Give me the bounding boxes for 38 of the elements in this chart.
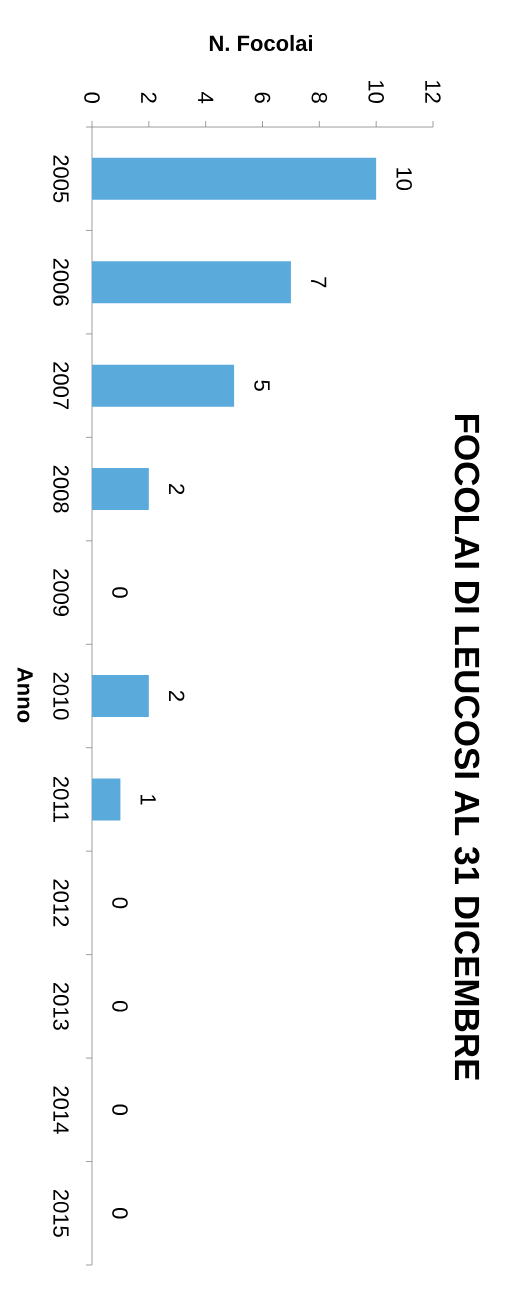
bar — [92, 261, 291, 304]
y-tick-label: 2010 — [53, 672, 69, 720]
x-tick-label: 4 — [198, 92, 214, 104]
data-label: 1 — [140, 795, 156, 805]
y-axis-title: Anno — [17, 667, 33, 723]
data-label: 0 — [112, 897, 128, 909]
bar — [92, 364, 235, 407]
data-label: 7 — [311, 277, 327, 288]
y-tick-label: 2009 — [53, 569, 69, 616]
y-tick-label: 2005 — [53, 155, 69, 203]
y-tick-label: 2011 — [53, 776, 69, 823]
text: FOCOLAI DI LEUCOSI AL 31 DICEMBRE — [454, 414, 480, 1081]
bar — [92, 468, 149, 511]
data-label: 2 — [169, 691, 185, 702]
x-axis-title: N. Focolai — [209, 34, 312, 52]
data-label: 0 — [112, 1001, 128, 1012]
x-tick-label: 12 — [425, 81, 441, 103]
x-tick-label: 8 — [311, 92, 328, 103]
data-label: 0 — [112, 1104, 128, 1116]
y-tick-label: 2008 — [53, 465, 69, 513]
y-tick-label: 2015 — [53, 1189, 69, 1237]
x-tick-label: 2 — [141, 92, 157, 103]
y-tick-label: 2006 — [53, 258, 69, 306]
data-label: 10 — [396, 168, 412, 191]
y-tick-label: 2007 — [53, 362, 69, 410]
data-label: 5 — [254, 380, 270, 391]
x-tick-label: 10 — [368, 81, 384, 103]
y-tick-label: 2014 — [53, 1086, 69, 1134]
data-label: 0 — [112, 1208, 128, 1219]
y-tick-label: 2013 — [53, 983, 69, 1030]
bar — [92, 778, 121, 821]
x-tick-label: 6 — [254, 92, 271, 103]
x-tick-label: 0 — [84, 92, 100, 103]
bar — [92, 157, 377, 200]
data-label: 2 — [169, 484, 185, 495]
data-label: 0 — [112, 587, 128, 598]
y-tick-label: 2012 — [53, 879, 69, 927]
bar — [92, 675, 149, 717]
